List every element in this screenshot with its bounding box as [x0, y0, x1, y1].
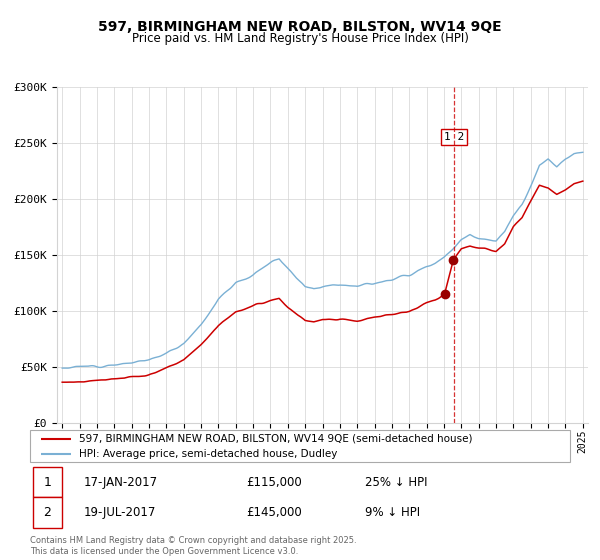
Text: 25% ↓ HPI: 25% ↓ HPI	[365, 476, 427, 489]
Text: 597, BIRMINGHAM NEW ROAD, BILSTON, WV14 9QE: 597, BIRMINGHAM NEW ROAD, BILSTON, WV14 …	[98, 20, 502, 34]
Text: £145,000: £145,000	[246, 506, 302, 519]
FancyBboxPatch shape	[33, 467, 62, 497]
Text: 19-JUL-2017: 19-JUL-2017	[84, 506, 157, 519]
Text: HPI: Average price, semi-detached house, Dudley: HPI: Average price, semi-detached house,…	[79, 449, 337, 459]
Text: 17-JAN-2017: 17-JAN-2017	[84, 476, 158, 489]
Text: Price paid vs. HM Land Registry's House Price Index (HPI): Price paid vs. HM Land Registry's House …	[131, 32, 469, 45]
Text: Contains HM Land Registry data © Crown copyright and database right 2025.
This d: Contains HM Land Registry data © Crown c…	[30, 536, 356, 556]
FancyBboxPatch shape	[30, 430, 570, 462]
Text: 9% ↓ HPI: 9% ↓ HPI	[365, 506, 420, 519]
Text: 597, BIRMINGHAM NEW ROAD, BILSTON, WV14 9QE (semi-detached house): 597, BIRMINGHAM NEW ROAD, BILSTON, WV14 …	[79, 433, 472, 444]
Text: 1: 1	[44, 476, 52, 489]
FancyBboxPatch shape	[33, 497, 62, 528]
Text: £115,000: £115,000	[246, 476, 302, 489]
Text: 1 2: 1 2	[444, 132, 464, 142]
Text: 2: 2	[44, 506, 52, 519]
